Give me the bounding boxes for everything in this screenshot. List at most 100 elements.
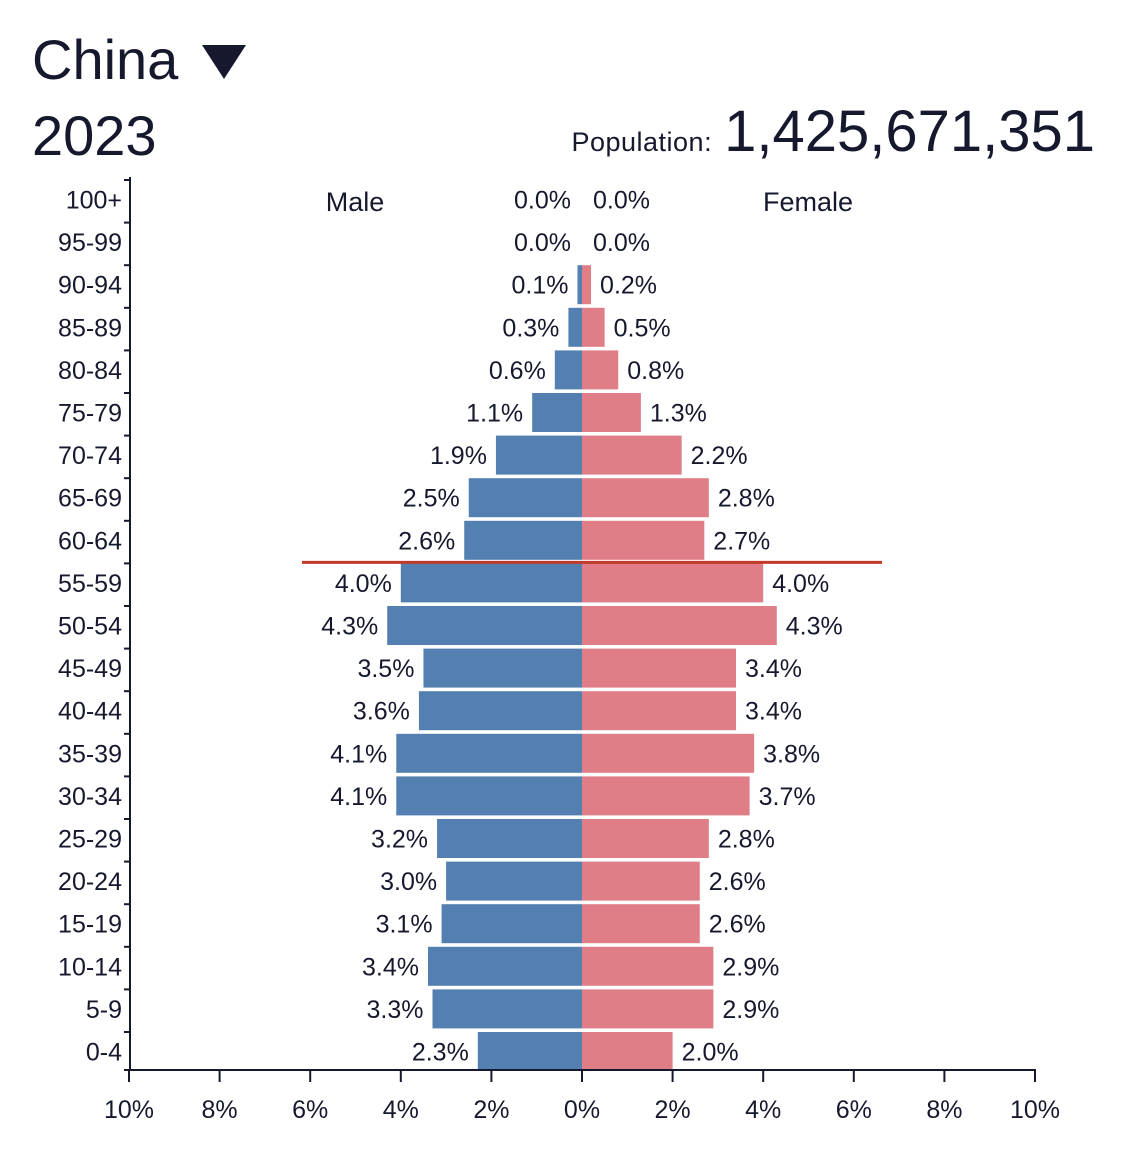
male-value-label: 3.6% bbox=[353, 698, 410, 726]
female-value-label: 2.0% bbox=[682, 1039, 739, 1067]
male-value-label: 2.6% bbox=[398, 527, 455, 555]
age-group-label: 35-39 bbox=[58, 740, 122, 768]
female-bar bbox=[582, 265, 592, 305]
age-group-label: 85-89 bbox=[58, 314, 122, 342]
female-bar bbox=[582, 1032, 673, 1071]
female-value-label: 0.2% bbox=[600, 272, 657, 300]
female-bar bbox=[582, 648, 737, 688]
female-value-label: 2.8% bbox=[718, 826, 775, 854]
age-group-label: 65-69 bbox=[58, 485, 122, 513]
male-value-label: 1.1% bbox=[466, 400, 523, 428]
year-label: 2023 bbox=[32, 104, 157, 167]
male-bar bbox=[400, 563, 582, 603]
age-group-label: 15-19 bbox=[58, 911, 122, 939]
male-value-label: 4.1% bbox=[330, 740, 387, 768]
female-value-label: 2.9% bbox=[722, 953, 779, 981]
x-tick-label: 2% bbox=[473, 1096, 509, 1124]
female-bar bbox=[582, 819, 709, 858]
male-bar bbox=[477, 1032, 582, 1071]
female-value-label: 4.0% bbox=[772, 570, 829, 598]
age-group-label: 95-99 bbox=[58, 229, 122, 257]
male-value-label: 3.4% bbox=[362, 953, 419, 981]
male-bar bbox=[437, 819, 582, 858]
country-selector[interactable]: China bbox=[32, 24, 247, 96]
female-bar bbox=[582, 478, 709, 518]
male-bar bbox=[446, 861, 582, 901]
male-value-label: 4.3% bbox=[321, 613, 378, 641]
x-tick-label: 8% bbox=[202, 1096, 238, 1124]
male-bar bbox=[418, 691, 582, 731]
male-bar bbox=[468, 478, 582, 518]
female-bar bbox=[582, 776, 750, 816]
male-bar bbox=[441, 904, 582, 944]
male-value-label: 4.0% bbox=[335, 570, 392, 598]
female-value-label: 2.7% bbox=[713, 527, 770, 555]
x-tick-label: 10% bbox=[104, 1096, 154, 1124]
population-summary: Population: 1,425,671,351 bbox=[571, 98, 1095, 165]
female-value-label: 4.3% bbox=[786, 613, 843, 641]
female-bar bbox=[582, 393, 641, 432]
male-value-label: 4.1% bbox=[330, 783, 387, 811]
male-bar bbox=[577, 265, 582, 305]
male-bar bbox=[396, 733, 582, 773]
age-group-label: 90-94 bbox=[58, 272, 122, 300]
age-group-label: 60-64 bbox=[58, 527, 122, 555]
male-value-label: 2.5% bbox=[403, 485, 460, 513]
male-bar bbox=[554, 350, 582, 390]
female-bar bbox=[582, 904, 700, 944]
male-value-label: 3.1% bbox=[376, 911, 433, 939]
male-bar bbox=[432, 989, 582, 1029]
age-group-label: 70-74 bbox=[58, 442, 122, 470]
male-bar bbox=[568, 307, 582, 347]
female-bar bbox=[582, 691, 737, 731]
female-value-label: 2.2% bbox=[691, 442, 748, 470]
population-label: Population: bbox=[571, 127, 713, 157]
age-group-label: 10-14 bbox=[58, 953, 122, 981]
x-tick-label: 6% bbox=[836, 1096, 872, 1124]
x-tick-label: 6% bbox=[292, 1096, 328, 1124]
female-value-label: 2.9% bbox=[722, 996, 779, 1024]
population-value: 1,425,671,351 bbox=[724, 99, 1095, 164]
age-group-label: 20-24 bbox=[58, 868, 122, 896]
age-group-label: 45-49 bbox=[58, 655, 122, 683]
age-group-label: 80-84 bbox=[58, 357, 122, 385]
female-value-label: 1.3% bbox=[650, 400, 707, 428]
age-group-label: 40-44 bbox=[58, 698, 122, 726]
male-bar bbox=[427, 946, 582, 986]
female-value-label: 3.4% bbox=[745, 698, 802, 726]
male-value-label: 3.0% bbox=[380, 868, 437, 896]
female-value-label: 3.8% bbox=[763, 740, 820, 768]
female-bar bbox=[582, 563, 764, 603]
female-value-label: 0.0% bbox=[593, 229, 650, 257]
age-group-label: 55-59 bbox=[58, 570, 122, 598]
male-bar bbox=[396, 776, 582, 816]
male-bar bbox=[495, 435, 582, 475]
male-value-label: 0.0% bbox=[514, 229, 571, 257]
female-value-label: 2.6% bbox=[709, 868, 766, 896]
female-bar bbox=[582, 606, 777, 645]
female-bar bbox=[582, 307, 605, 347]
female-bar bbox=[582, 733, 755, 773]
x-tick-label: 10% bbox=[1010, 1096, 1060, 1124]
male-bar bbox=[532, 393, 582, 432]
x-tick-label: 0% bbox=[564, 1096, 600, 1124]
x-tick-label: 2% bbox=[655, 1096, 691, 1124]
female-value-label: 0.8% bbox=[627, 357, 684, 385]
age-group-label: 5-9 bbox=[86, 996, 122, 1024]
female-value-label: 3.4% bbox=[745, 655, 802, 683]
legend-male: Male bbox=[326, 187, 385, 217]
female-bar bbox=[582, 520, 705, 560]
male-bar bbox=[464, 520, 582, 560]
age-group-label: 25-29 bbox=[58, 826, 122, 854]
caret-down-icon[interactable] bbox=[202, 45, 247, 79]
male-value-label: 0.6% bbox=[489, 357, 546, 385]
female-value-label: 2.8% bbox=[718, 485, 775, 513]
female-bar bbox=[582, 861, 700, 901]
age-group-label: 0-4 bbox=[86, 1039, 122, 1067]
male-value-label: 1.9% bbox=[430, 442, 487, 470]
x-tick-label: 4% bbox=[745, 1096, 781, 1124]
male-value-label: 3.3% bbox=[367, 996, 424, 1024]
female-value-label: 3.7% bbox=[759, 783, 816, 811]
male-bar bbox=[387, 606, 582, 645]
